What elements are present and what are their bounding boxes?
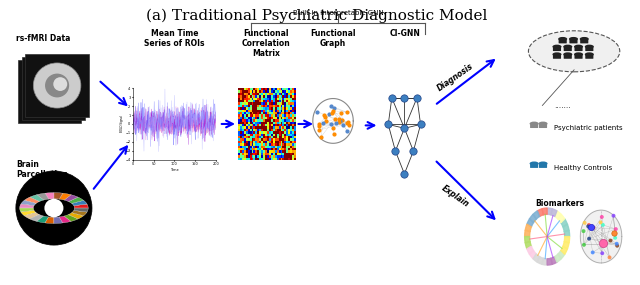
Wedge shape (68, 213, 84, 219)
Wedge shape (64, 215, 78, 221)
Circle shape (552, 45, 561, 49)
Wedge shape (45, 193, 54, 199)
Wedge shape (36, 193, 49, 200)
FancyBboxPatch shape (18, 60, 81, 123)
Text: (a) Traditional Psychiatric Diagnostic Model: (a) Traditional Psychiatric Diagnostic M… (147, 9, 488, 23)
Wedge shape (29, 195, 44, 201)
Circle shape (529, 31, 620, 72)
Circle shape (552, 52, 561, 56)
FancyBboxPatch shape (580, 39, 588, 43)
FancyBboxPatch shape (530, 124, 538, 128)
FancyBboxPatch shape (585, 47, 593, 51)
Wedge shape (20, 208, 34, 212)
Text: Diagnosis: Diagnosis (436, 61, 476, 93)
Text: Biomarkers: Biomarkers (536, 200, 585, 209)
Circle shape (585, 52, 594, 56)
Wedge shape (54, 217, 63, 223)
FancyBboxPatch shape (559, 39, 567, 43)
Text: rs-fMRI Data: rs-fMRI Data (16, 34, 70, 43)
Ellipse shape (33, 63, 81, 108)
Wedge shape (24, 213, 40, 219)
Wedge shape (54, 193, 63, 199)
FancyBboxPatch shape (530, 164, 538, 168)
Wedge shape (64, 195, 78, 201)
Text: .......: ....... (554, 101, 570, 110)
FancyBboxPatch shape (553, 55, 561, 59)
Wedge shape (74, 204, 88, 208)
Text: Explain: Explain (440, 184, 471, 209)
Text: Mean Time
Series of ROIs: Mean Time Series of ROIs (144, 28, 205, 48)
Wedge shape (60, 193, 71, 200)
FancyBboxPatch shape (539, 124, 547, 128)
FancyBboxPatch shape (564, 55, 572, 59)
FancyBboxPatch shape (22, 57, 85, 120)
Circle shape (529, 122, 539, 126)
Wedge shape (72, 210, 87, 216)
Circle shape (563, 52, 572, 56)
FancyBboxPatch shape (585, 55, 593, 59)
Circle shape (585, 45, 594, 49)
Circle shape (529, 162, 539, 166)
Circle shape (538, 122, 548, 126)
Text: CI-GNN: CI-GNN (389, 28, 420, 38)
Ellipse shape (44, 199, 63, 217)
Text: Functional
Graph: Functional Graph (310, 28, 356, 48)
Text: Brain
Parcellation: Brain Parcellation (16, 160, 68, 179)
Circle shape (574, 45, 583, 49)
FancyBboxPatch shape (553, 47, 561, 51)
Wedge shape (36, 216, 49, 223)
Text: Built-in interpretable GNN: Built-in interpretable GNN (292, 10, 383, 16)
Wedge shape (45, 217, 54, 223)
Ellipse shape (53, 77, 67, 91)
Circle shape (563, 45, 572, 49)
FancyBboxPatch shape (539, 164, 547, 168)
Circle shape (569, 37, 578, 41)
Circle shape (574, 52, 583, 56)
Ellipse shape (45, 74, 69, 97)
Circle shape (538, 162, 548, 166)
Wedge shape (68, 197, 84, 203)
Wedge shape (21, 200, 36, 206)
Text: Psychiatric patients: Psychiatric patients (554, 125, 623, 131)
Text: Healthy Controls: Healthy Controls (554, 165, 612, 171)
Circle shape (580, 37, 589, 41)
FancyBboxPatch shape (575, 47, 582, 51)
FancyBboxPatch shape (570, 39, 577, 43)
FancyBboxPatch shape (564, 47, 572, 51)
Ellipse shape (16, 171, 92, 245)
Circle shape (558, 37, 567, 41)
FancyBboxPatch shape (575, 55, 582, 59)
FancyBboxPatch shape (26, 54, 89, 117)
Wedge shape (20, 204, 34, 208)
Wedge shape (21, 210, 36, 216)
Wedge shape (72, 200, 87, 206)
Wedge shape (60, 216, 71, 223)
Wedge shape (29, 215, 44, 221)
Wedge shape (74, 208, 88, 212)
Text: Functional
Correlation
Matrix: Functional Correlation Matrix (242, 28, 291, 58)
Wedge shape (24, 197, 40, 203)
